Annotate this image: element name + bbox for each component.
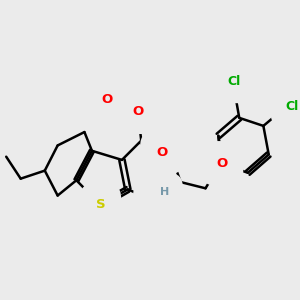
- Text: S: S: [96, 198, 105, 212]
- Text: H: H: [160, 187, 170, 196]
- Text: O: O: [132, 105, 144, 118]
- Text: O: O: [156, 146, 167, 159]
- Text: O: O: [168, 143, 179, 156]
- Text: O: O: [102, 93, 113, 106]
- Text: N: N: [149, 194, 160, 207]
- Text: Cl: Cl: [286, 100, 299, 113]
- Text: O: O: [216, 157, 227, 170]
- Text: Cl: Cl: [227, 75, 241, 88]
